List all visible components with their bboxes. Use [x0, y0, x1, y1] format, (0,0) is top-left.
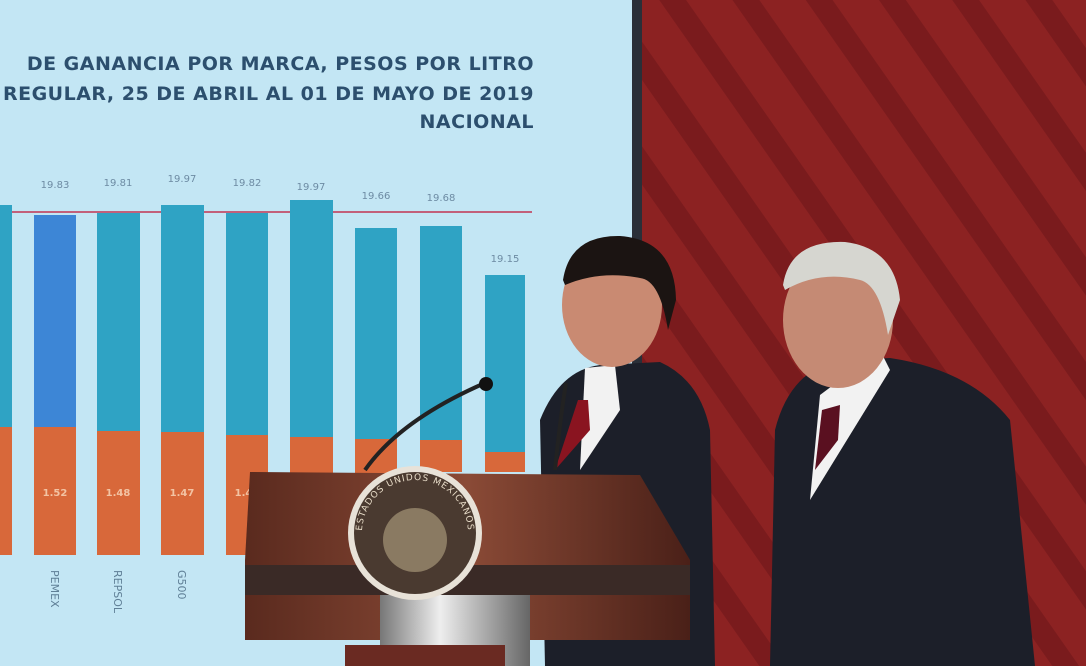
category-label: PEMEX — [48, 570, 61, 608]
microphone — [363, 381, 486, 472]
bar-top-label: 19.68 — [427, 193, 456, 204]
bar-top-label: 19.66 — [362, 191, 391, 202]
bar-inner-label: 1.46 — [235, 488, 260, 499]
bar-top-label: 19.97 — [297, 182, 326, 193]
bar-top-label: 19.81 — [104, 178, 133, 189]
bar-top-label: 19.97 — [168, 174, 197, 185]
slide-bars — [0, 200, 532, 555]
bar-top-label: 19.82 — [233, 178, 262, 189]
microphone — [553, 382, 568, 471]
bar-top-label: 19.15 — [491, 254, 520, 265]
bar-inner-label: 1.48 — [106, 488, 131, 499]
category-label: REPSOL — [111, 570, 124, 614]
slide-title-line: REGULAR, 25 DE ABRIL AL 01 DE MAYO DE 20… — [3, 83, 534, 105]
bar-inner-label: 1.47 — [170, 488, 195, 499]
bar-inner-label: 1.52 — [43, 488, 68, 499]
bar-top-label: 19.83 — [41, 180, 70, 191]
man-right — [770, 241, 1035, 666]
podium — [245, 466, 690, 666]
microphone-head — [479, 377, 493, 391]
category-label: G500 — [175, 570, 188, 600]
slide-title-line: NACIONAL — [420, 111, 534, 133]
slide-title-line: DE GANANCIA POR MARCA, PESOS POR LITRO — [27, 53, 534, 75]
